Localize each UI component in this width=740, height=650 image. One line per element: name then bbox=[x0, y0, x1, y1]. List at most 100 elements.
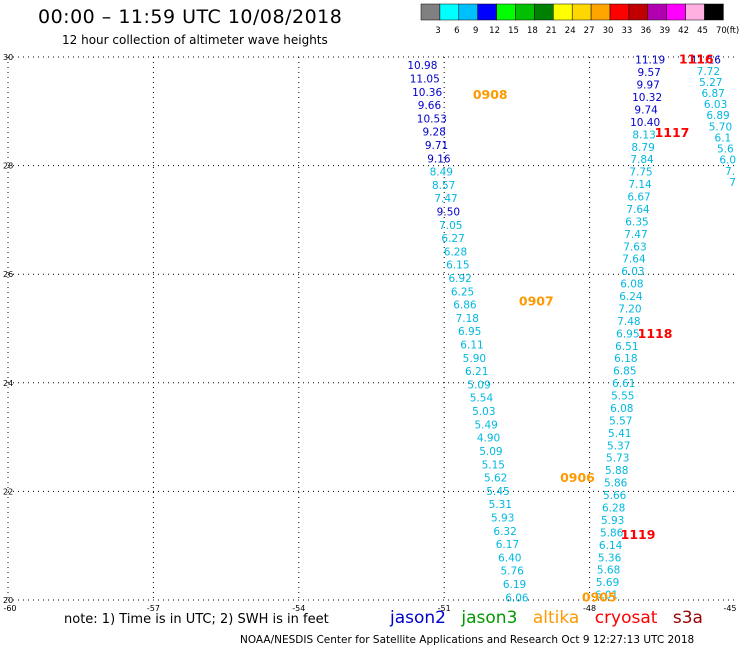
cryosat-b-swh-value: 6.03 bbox=[704, 99, 727, 111]
cryosat-swh-value: 7.47 bbox=[624, 229, 647, 241]
altika-swh-value: 5.76 bbox=[500, 566, 524, 578]
cryosat-swh-value: 6.03 bbox=[621, 266, 644, 278]
altika-swh-value: 6.28 bbox=[444, 246, 467, 258]
altika-swh-value: 7.18 bbox=[456, 313, 479, 325]
colorbar-label: 70 bbox=[716, 26, 727, 36]
cryosat-swh-value: 6.67 bbox=[627, 192, 650, 204]
cryosat-swh-value: 7.63 bbox=[623, 241, 646, 253]
altika-swh-value: 5.09 bbox=[479, 446, 502, 458]
legend-altika: altika bbox=[532, 608, 580, 628]
cryosat-swh-value: 6.95 bbox=[616, 328, 639, 340]
x-tick-label: -60 bbox=[3, 604, 16, 613]
y-tick-label: 26 bbox=[3, 270, 13, 279]
cryosat-swh-value: 5.68 bbox=[597, 565, 620, 577]
cryosat-swh-value: 5.86 bbox=[600, 527, 624, 539]
cryosat-swh-value: 10.32 bbox=[632, 92, 662, 104]
colorbar-label: 18 bbox=[527, 26, 538, 36]
cryosat-swh-value: 5.41 bbox=[608, 428, 631, 440]
altika-swh-value: 6.92 bbox=[448, 273, 471, 285]
page-title: 00:00 – 11:59 UTC 10/08/2018 bbox=[38, 6, 343, 28]
colorbar-unit: (ft) bbox=[726, 26, 739, 36]
cryosat-swh-value: 6.14 bbox=[599, 540, 623, 552]
altika-swh-value: 6.11 bbox=[460, 340, 483, 352]
cryosat-swh-value: 6.51 bbox=[615, 341, 638, 353]
cryosat-swh-value: 9.97 bbox=[636, 80, 659, 92]
cryosat-swh-value: 6.01 bbox=[595, 590, 618, 602]
cryosat-swh-value: 8.79 bbox=[631, 142, 654, 154]
cryosat-b-swh-value: 7. bbox=[725, 166, 735, 178]
cryosat-swh-value: 6.85 bbox=[613, 366, 636, 378]
colorbar-label: 33 bbox=[621, 26, 632, 36]
altika-swh-value: 10.53 bbox=[417, 113, 447, 125]
altika-swh-value: 8.49 bbox=[430, 167, 453, 179]
cryosat-b-swh-value: 6.89 bbox=[706, 110, 729, 122]
altika-swh-value: 8.57 bbox=[432, 180, 455, 192]
altika-swh-value: 9.50 bbox=[437, 206, 460, 218]
legend-cryosat: cryosat bbox=[594, 608, 658, 628]
cryosat-b-swh-value: 7 bbox=[729, 177, 736, 189]
altika-swh-value: 10.98 bbox=[407, 60, 437, 72]
altika-swh-value: 5.15 bbox=[482, 459, 505, 471]
y-tick-label: 24 bbox=[3, 379, 13, 388]
colorbar-label: 12 bbox=[489, 26, 500, 36]
cryosat-swh-value: 5.37 bbox=[607, 440, 630, 452]
cryosat-swh-value: 9.74 bbox=[634, 104, 658, 116]
colorbar-label: 45 bbox=[697, 26, 708, 36]
y-tick-label: 20 bbox=[3, 596, 13, 605]
altika-swh-value: 6.86 bbox=[453, 300, 477, 312]
cryosat-swh-value: 5.86 bbox=[604, 478, 628, 490]
cryosat-swh-value: 7.75 bbox=[629, 167, 652, 179]
cryosat-b-swh-value: 6.0 bbox=[719, 155, 736, 167]
cryosat-swh-value: 5.88 bbox=[605, 465, 628, 477]
altika-swh-value: 6.40 bbox=[498, 552, 521, 564]
altika-swh-value: 6.95 bbox=[458, 326, 481, 338]
altika-swh-value: 5.62 bbox=[484, 473, 507, 485]
y-tick-label: 30 bbox=[3, 53, 13, 62]
altika-swh-value: 7.47 bbox=[434, 193, 457, 205]
colorbar-swatch bbox=[704, 3, 724, 21]
altika-swh-value: 11.05 bbox=[410, 73, 440, 85]
altika-swh-value: 6.25 bbox=[451, 286, 474, 298]
altika-swh-value: 6.17 bbox=[496, 539, 519, 551]
altika-swh-value: 9.28 bbox=[423, 127, 446, 139]
cryosat-swh-value: 9.57 bbox=[637, 67, 660, 79]
altika-swh-value: 5.09 bbox=[467, 379, 490, 391]
cryosat-swh-value: 5.57 bbox=[609, 415, 632, 427]
cryosat-swh-value: 11.19 bbox=[635, 55, 665, 67]
y-tick-label: 22 bbox=[3, 487, 13, 496]
colorbar-label: 42 bbox=[678, 26, 689, 36]
altika-swh-value: 7.05 bbox=[439, 220, 462, 232]
y-tick-label: 28 bbox=[3, 162, 13, 171]
altika-swh-value: 9.66 bbox=[418, 100, 442, 112]
cryosat-swh-value: 6.18 bbox=[614, 353, 637, 365]
cryosat-swh-value: 5.73 bbox=[606, 453, 629, 465]
x-tick-label: -45 bbox=[723, 604, 736, 613]
cryosat-swh-value: 5.36 bbox=[598, 552, 622, 564]
cryosat-swh-value: 7.64 bbox=[622, 254, 646, 266]
colorbar-label: 27 bbox=[584, 26, 595, 36]
altika-swh-value: 9.16 bbox=[427, 153, 451, 165]
altika-swh-value: 5.90 bbox=[463, 353, 486, 365]
cryosat-time-label: 1117 bbox=[655, 125, 690, 140]
cryosat-swh-value: 6.61 bbox=[612, 378, 635, 390]
satellite-legend: jason2 jason3 altika cryosat s3a bbox=[390, 608, 713, 628]
colorbar-label: 9 bbox=[473, 26, 478, 36]
cryosat-swh-value: 6.24 bbox=[619, 291, 643, 303]
cryosat-b-swh-value: 7.72 bbox=[697, 66, 720, 78]
cryosat-swh-value: 6.08 bbox=[610, 403, 633, 415]
colorbar-label: 30 bbox=[603, 26, 614, 36]
altika-swh-value: 6.27 bbox=[441, 233, 464, 245]
legend-jason3: jason3 bbox=[461, 608, 518, 628]
cryosat-swh-value: 6.28 bbox=[602, 503, 625, 515]
altika-swh-value: 4.90 bbox=[477, 433, 500, 445]
legend-jason2: jason2 bbox=[390, 608, 446, 628]
altika-swh-value: 6.32 bbox=[493, 526, 516, 538]
cryosat-b-swh-value: 5.6 bbox=[717, 144, 734, 156]
cryosat-time-label: 1119 bbox=[621, 527, 656, 542]
cryosat-b-swh-value: 5.70 bbox=[709, 121, 732, 133]
altika-swh-value: 5.03 bbox=[472, 406, 495, 418]
altika-swh-value: 6.21 bbox=[465, 366, 488, 378]
colorbar-label: 21 bbox=[546, 26, 557, 36]
cryosat-swh-value: 5.69 bbox=[596, 577, 619, 589]
color-legend: 3 6 9 12 15 18 21 24 27 30 33 36 39 42 45 70 (ft) bbox=[420, 3, 739, 36]
